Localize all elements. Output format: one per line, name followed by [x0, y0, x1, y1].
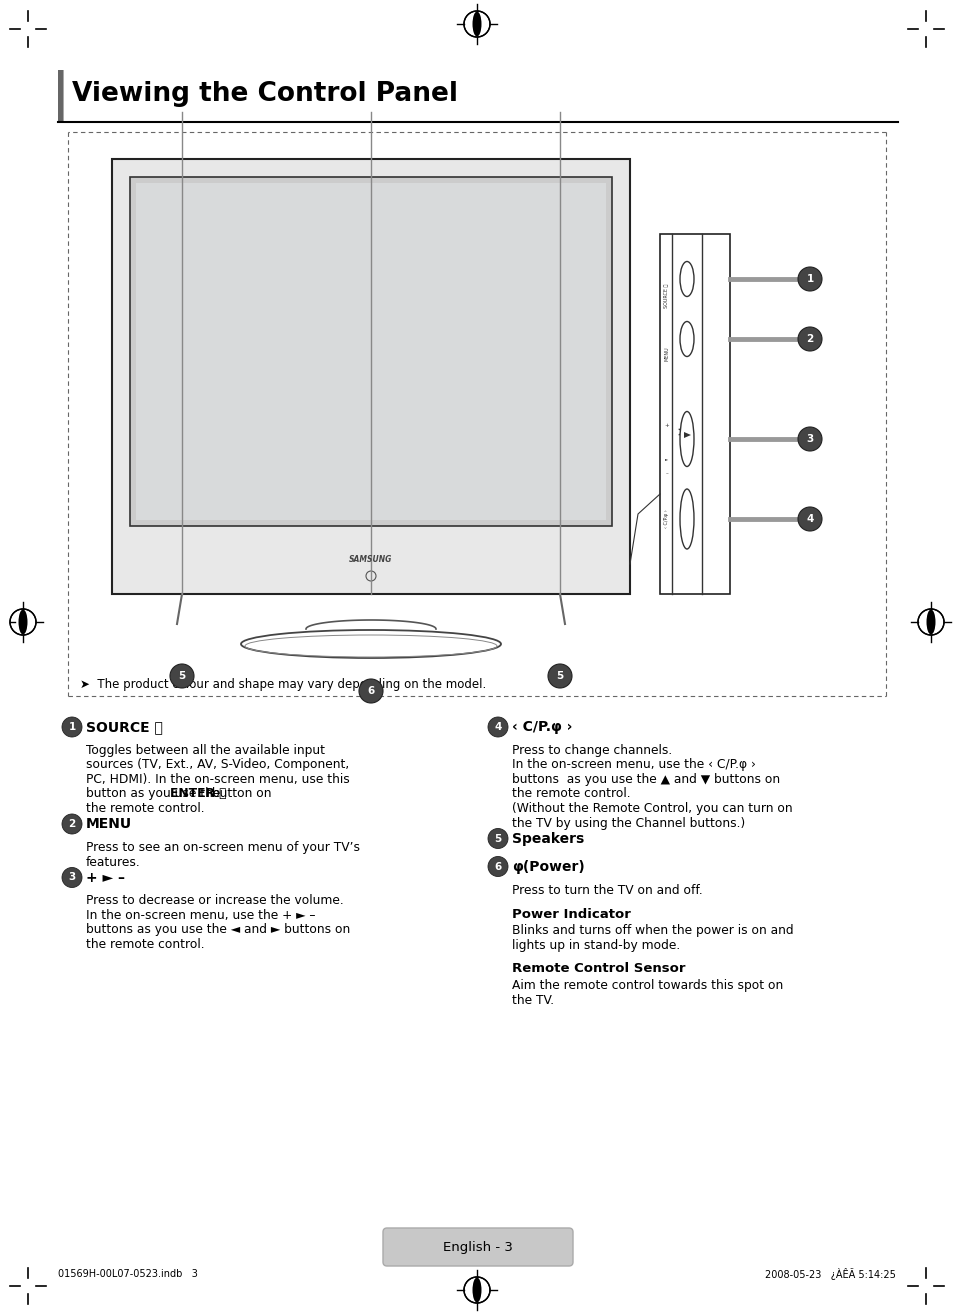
Text: Toggles between all the available input: Toggles between all the available input	[86, 744, 325, 757]
Text: 1: 1	[69, 721, 75, 732]
Text: the TV by using the Channel buttons.): the TV by using the Channel buttons.)	[512, 816, 744, 829]
Text: Press to decrease or increase the volume.: Press to decrease or increase the volume…	[86, 895, 343, 908]
Text: φ(Power): φ(Power)	[512, 859, 584, 874]
Text: In the on-screen menu, use the + ► –: In the on-screen menu, use the + ► –	[86, 909, 315, 922]
Text: Remote Control Sensor: Remote Control Sensor	[512, 962, 685, 975]
Text: +: +	[664, 423, 669, 428]
Circle shape	[62, 867, 82, 887]
Circle shape	[547, 664, 572, 689]
Text: ‹ C/P.φ ›: ‹ C/P.φ ›	[664, 510, 669, 528]
Text: 5: 5	[178, 671, 186, 681]
Text: + ► –: + ► –	[86, 870, 125, 884]
Text: MENU: MENU	[664, 347, 669, 361]
Text: 3: 3	[69, 872, 75, 883]
Text: features.: features.	[86, 855, 141, 869]
Bar	[58, 70, 63, 122]
Text: Press to see an on-screen menu of your TV’s: Press to see an on-screen menu of your T…	[86, 841, 359, 854]
Text: ENTER ⎓: ENTER ⎓	[170, 787, 226, 800]
Text: Press to change channels.: Press to change channels.	[512, 744, 672, 757]
Circle shape	[797, 507, 821, 531]
Text: Speakers: Speakers	[512, 832, 583, 845]
Circle shape	[62, 813, 82, 834]
Text: In the on-screen menu, use the ‹ C/P.φ ›: In the on-screen menu, use the ‹ C/P.φ ›	[512, 758, 755, 771]
FancyBboxPatch shape	[112, 159, 629, 594]
Text: –: –	[665, 472, 668, 477]
Ellipse shape	[679, 261, 693, 297]
Text: (Without the Remote Control, you can turn on: (Without the Remote Control, you can tur…	[512, 802, 792, 815]
FancyBboxPatch shape	[382, 1229, 573, 1265]
Ellipse shape	[472, 12, 481, 37]
Circle shape	[62, 717, 82, 737]
Text: MENU: MENU	[86, 817, 132, 830]
Text: sources (TV, Ext., AV, S-Video, Component,: sources (TV, Ext., AV, S-Video, Componen…	[86, 758, 349, 771]
Text: 2008-05-23   ¿ÀÊÃ 5:14:25: 2008-05-23 ¿ÀÊÃ 5:14:25	[764, 1268, 895, 1280]
FancyBboxPatch shape	[136, 183, 605, 520]
Ellipse shape	[679, 489, 693, 549]
Circle shape	[488, 717, 507, 737]
Circle shape	[358, 679, 382, 703]
Circle shape	[488, 857, 507, 876]
Ellipse shape	[472, 1277, 481, 1302]
Text: 6: 6	[494, 862, 501, 871]
Text: the remote control.: the remote control.	[86, 802, 204, 815]
Polygon shape	[683, 432, 690, 438]
Text: 4: 4	[805, 514, 813, 524]
Ellipse shape	[679, 322, 693, 356]
Circle shape	[797, 327, 821, 351]
Text: 4: 4	[494, 721, 501, 732]
Text: ►: ►	[665, 457, 668, 461]
Text: lights up in stand-by mode.: lights up in stand-by mode.	[512, 938, 679, 951]
Text: 6: 6	[367, 686, 375, 696]
Text: 5: 5	[556, 671, 563, 681]
Text: buttons  as you use the ▲ and ▼ buttons on: buttons as you use the ▲ and ▼ buttons o…	[512, 773, 780, 786]
Text: button as you use the: button as you use the	[86, 787, 224, 800]
Circle shape	[797, 427, 821, 451]
Text: Viewing the Control Panel: Viewing the Control Panel	[71, 81, 457, 106]
Circle shape	[488, 829, 507, 849]
FancyBboxPatch shape	[130, 177, 612, 526]
Text: SOURCE ⎓: SOURCE ⎓	[664, 284, 669, 309]
Text: 01569H-00L07-0523.indb   3: 01569H-00L07-0523.indb 3	[58, 1269, 197, 1279]
Text: PC, HDMI). In the on-screen menu, use this: PC, HDMI). In the on-screen menu, use th…	[86, 773, 350, 786]
Ellipse shape	[925, 610, 935, 635]
Circle shape	[797, 267, 821, 290]
Text: 1: 1	[805, 275, 813, 284]
Text: 2: 2	[69, 819, 75, 829]
Text: SOURCE ⎓: SOURCE ⎓	[86, 720, 163, 735]
Text: 5: 5	[494, 833, 501, 844]
Bar	[63, 70, 64, 122]
Circle shape	[170, 664, 193, 689]
Text: 2: 2	[805, 334, 813, 344]
Text: the remote control.: the remote control.	[86, 938, 204, 951]
Text: button on: button on	[208, 787, 272, 800]
Text: English - 3: English - 3	[442, 1240, 513, 1254]
Text: ‹ C/P.φ ›: ‹ C/P.φ ›	[512, 720, 572, 735]
Text: Aim the remote control towards this spot on: Aim the remote control towards this spot…	[512, 979, 782, 992]
Text: SAMSUNG: SAMSUNG	[349, 556, 393, 565]
Text: Blinks and turns off when the power is on and: Blinks and turns off when the power is o…	[512, 924, 793, 937]
Bar	[659, 234, 729, 594]
Ellipse shape	[18, 610, 28, 635]
Text: Power Indicator: Power Indicator	[512, 908, 630, 921]
Text: buttons as you use the ◄ and ► buttons on: buttons as you use the ◄ and ► buttons o…	[86, 924, 350, 937]
Text: 3: 3	[805, 434, 813, 444]
Text: the remote control.: the remote control.	[512, 787, 630, 800]
Text: Press to turn the TV on and off.: Press to turn the TV on and off.	[512, 883, 702, 896]
Ellipse shape	[679, 411, 693, 466]
Text: the TV.: the TV.	[512, 993, 554, 1007]
Text: ➤  The product colour and shape may vary depending on the model.: ➤ The product colour and shape may vary …	[80, 678, 486, 691]
